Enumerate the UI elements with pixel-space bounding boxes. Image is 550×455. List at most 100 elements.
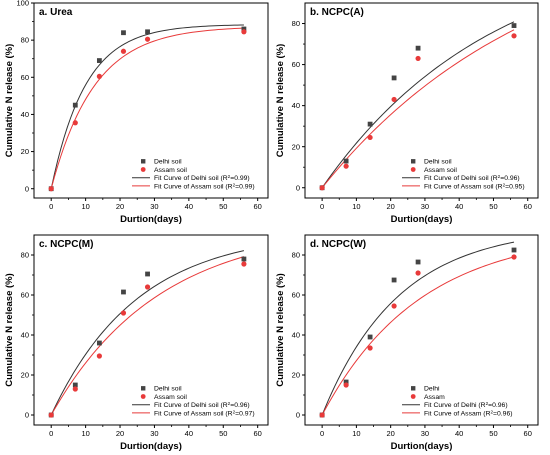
data-point-delhi [391,277,397,283]
x-tick-label: 50 [219,202,227,211]
x-tick-label: 40 [455,429,463,438]
chart-panel-3: 0 10 20 30 40 50 60 0 20 40 60 80 Durtion(days) Cumul… [4,234,269,452]
data-point-delhi [241,26,247,32]
plot-frame [304,234,539,426]
y-tick-label: 20 [292,142,300,151]
y-tick-label: 60 [21,291,29,300]
y-tick-label: 0 [25,184,29,193]
y-tick-label: 0 [296,183,300,192]
data-point-delhi [367,121,373,127]
x-tick-label: 50 [489,202,497,211]
data-point-assam [72,386,78,392]
data-point-delhi [367,334,373,340]
legend-label: Assam soil [154,394,187,401]
fit-curve-assam [50,256,245,416]
legend-marker-delhi [141,386,146,391]
x-tick-label: 30 [150,429,158,438]
x-tick-label: 30 [150,202,158,211]
x-tick-label: 20 [386,429,394,438]
data-point-delhi [241,256,247,262]
data-point-delhi [511,23,517,28]
x-tick-label: 30 [421,429,429,438]
legend-label: Fit Curve of Delhi soil (R2=0.99) [154,174,250,183]
x-tick-label: 20 [386,202,394,211]
y-tick-label: 80 [292,251,300,260]
x-tick-label: 10 [352,202,360,211]
legend-marker-assam [140,394,146,399]
x-tick-label: 60 [524,202,532,211]
data-point-assam [511,254,517,260]
legend-label: Fit Curve of Delhi soil (R2=0.96) [154,401,250,410]
y-tick-label: 60 [292,291,300,300]
data-point-assam [367,134,373,141]
data-point-assam [241,29,247,35]
data-point-assam [343,163,349,169]
x-axis-label: Durtion(days) [391,441,453,452]
panel-title: c. NCPC(M) [39,239,93,250]
legend-marker-delhi [411,386,416,391]
legend-marker-delhi [411,159,416,164]
y-axis-label: Cumulative N release (%) [4,273,15,387]
x-tick-label: 0 [320,429,324,438]
y-axis-label: Cumulative N release (%) [275,44,286,158]
x-tick-label: 0 [49,202,53,211]
data-point-delhi [391,75,397,81]
x-tick-label: 40 [455,202,463,211]
legend-label: Fit Curve of Assam soil (R2=0.95) [424,182,525,191]
x-tick-label: 40 [185,429,193,438]
legend-marker-assam [410,394,416,399]
y-tick-label: 40 [292,101,300,110]
data-point-assam [96,73,102,79]
data-point-delhi [121,289,126,295]
data-point-delhi [96,340,102,346]
x-tick-label: 40 [185,202,193,211]
data-point-delhi [343,379,349,385]
x-tick-label: 60 [254,429,262,438]
x-tick-label: 20 [116,202,124,211]
x-tick-label: 10 [352,429,360,438]
data-point-assam [367,345,373,351]
data-point-assam [319,185,325,191]
data-point-assam [319,412,325,418]
x-tick-label: 0 [49,429,53,438]
plot-frame [33,2,269,199]
data-point-assam [96,353,102,359]
legend-label: Delhi soil [154,159,182,166]
panel-title: b. NCPC(A) [310,7,364,18]
legend-label: Assam [424,394,445,401]
x-tick-label: 30 [421,202,429,211]
legend-label: Fit Curve of Assam soil (R2=0.99) [154,182,255,191]
legend-label: Delhi soil [154,386,182,393]
data-point-delhi [511,247,517,253]
y-tick-label: 100 [16,0,29,8]
x-tick-label: 0 [320,202,324,211]
data-point-delhi [72,382,78,388]
y-axis-label: Cumulative N release (%) [4,44,15,158]
data-point-delhi [415,259,421,265]
y-axis-label: Cumulative N release (%) [275,273,286,387]
data-point-delhi [72,102,78,108]
data-point-assam [48,186,54,192]
legend-label: Fit Curve of Assam (R2=0.96) [424,409,513,418]
data-point-assam [511,33,517,39]
panel-title: d. NCPC(W) [310,239,366,250]
data-point-assam [144,36,151,42]
x-axis-label: Durtion(days) [120,214,182,225]
legend-label: Fit Curve of Delhi (R2=0.96) [424,401,508,410]
y-tick-label: 0 [25,411,29,420]
data-point-assam [120,310,127,316]
x-tick-label: 10 [81,429,89,438]
y-tick-label: 40 [21,331,29,340]
x-tick-label: 60 [524,429,532,438]
fit-curve-delhi [321,241,515,416]
legend-label: Delhi soil [424,159,452,166]
y-tick-label: 40 [292,331,300,340]
y-tick-label: 40 [21,110,29,119]
data-point-delhi [145,29,150,35]
data-point-delhi [96,58,102,63]
y-tick-label: 60 [292,60,300,69]
